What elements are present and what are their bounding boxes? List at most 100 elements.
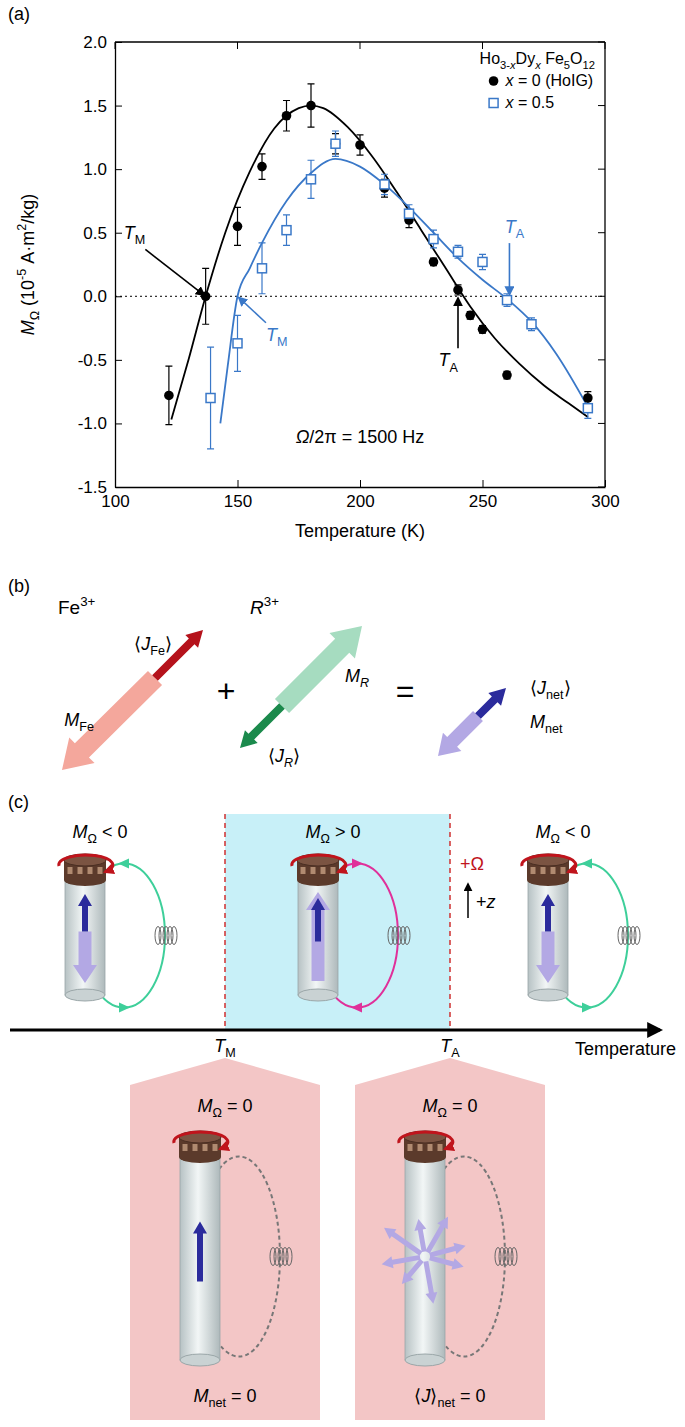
error-bar bbox=[504, 294, 511, 307]
cylinder-bottom bbox=[180, 1354, 220, 1366]
angular-momentum-arrow bbox=[78, 894, 92, 932]
text-part: z bbox=[486, 892, 496, 912]
panel-c: (c)MΩ < 0MΩ > 0MΩ < 0+Ω+zTemperatureTMMΩ… bbox=[8, 792, 676, 1420]
text-part: ⟨ bbox=[530, 678, 537, 698]
cylinder-bottom bbox=[405, 1354, 445, 1366]
annotation: TA bbox=[438, 350, 458, 374]
text-part: R bbox=[250, 597, 264, 618]
y-tick-label: -1.5 bbox=[78, 478, 107, 497]
rotation-arrow bbox=[522, 855, 576, 872]
text-part: = 0 (HoIG) bbox=[514, 72, 594, 89]
cylinder-bottom bbox=[65, 989, 105, 1001]
text-part: Fe bbox=[541, 50, 564, 67]
state-label: MΩ > 0 bbox=[306, 822, 361, 846]
panel-letter: (b) bbox=[8, 576, 30, 596]
cap-notch bbox=[213, 1144, 218, 1151]
cap-notch bbox=[301, 867, 306, 874]
state: MΩ < 0 bbox=[522, 822, 640, 1013]
annotation-arrow bbox=[457, 298, 459, 348]
operator: + bbox=[217, 673, 236, 709]
x-tick-mark-top bbox=[482, 42, 483, 49]
data-point bbox=[429, 257, 439, 267]
error-bar bbox=[259, 243, 266, 294]
magnetization-arrow bbox=[429, 1255, 463, 1269]
text-part: 3+ bbox=[264, 594, 279, 609]
text-part: M bbox=[225, 1046, 236, 1060]
text-part: Ω bbox=[438, 1106, 447, 1120]
data-point bbox=[331, 139, 340, 148]
transition-background bbox=[130, 1058, 320, 1420]
field-arrowhead bbox=[581, 859, 592, 869]
y-tick: -1.0 bbox=[78, 414, 122, 433]
data-point bbox=[583, 393, 593, 403]
pickup-coil bbox=[171, 927, 177, 945]
rotation-arrow bbox=[399, 1132, 453, 1149]
magnetization-arrow bbox=[414, 1219, 426, 1252]
y-tick-label: -0.5 bbox=[78, 351, 107, 370]
annotation-arrow bbox=[145, 249, 204, 295]
magnetization-arrow bbox=[382, 1255, 421, 1268]
y-tick-mark-right bbox=[598, 423, 605, 424]
text-part: M bbox=[193, 1386, 208, 1406]
text-part: Fe bbox=[79, 720, 94, 734]
field-arrowhead bbox=[118, 859, 129, 869]
x-axis-title: Temperature (K) bbox=[295, 521, 425, 541]
text-part: Ω bbox=[28, 311, 42, 320]
y-tick-label: 0.5 bbox=[83, 224, 107, 243]
rotation-arrow bbox=[59, 855, 113, 872]
y-axis-line bbox=[115, 43, 116, 488]
y-tick-label: 1.0 bbox=[83, 160, 107, 179]
y-tick-mark-right bbox=[598, 232, 605, 233]
data-point bbox=[164, 391, 174, 401]
error-bar bbox=[332, 131, 339, 156]
x-axis-line bbox=[116, 487, 606, 488]
error-bar bbox=[479, 254, 486, 269]
cap-notch bbox=[331, 867, 336, 874]
y-tick-label: 0.0 bbox=[83, 287, 107, 306]
text-part: 3+ bbox=[80, 594, 95, 609]
text-part: ⟨ bbox=[268, 746, 275, 766]
angular-momentum-arrow bbox=[311, 898, 325, 942]
cap-notch bbox=[428, 1144, 433, 1151]
magnetization-arrow bbox=[306, 892, 330, 981]
y-axis: -1.5-1.0-0.50.00.51.01.52.0 bbox=[78, 33, 122, 497]
text-part: ⟩ bbox=[430, 1386, 437, 1406]
data-point bbox=[527, 320, 536, 329]
x-tick-mark bbox=[360, 480, 361, 487]
text-part: ⟩ bbox=[165, 634, 172, 654]
cap-notch bbox=[551, 867, 556, 874]
panel-letter: (a) bbox=[8, 4, 30, 24]
text-part: M bbox=[18, 320, 38, 335]
cap-notch bbox=[183, 1144, 188, 1151]
cap-notch bbox=[438, 1144, 443, 1151]
text-part: A bbox=[516, 227, 525, 241]
data-point bbox=[282, 226, 291, 235]
x-tick-label: 300 bbox=[591, 492, 619, 511]
y-tick: -1.5 bbox=[78, 478, 122, 497]
legend-title: Ho3-xDyx Fe5O12 bbox=[480, 50, 595, 71]
transition-box: TMMΩ = 0Mnet = 0 bbox=[130, 1036, 320, 1420]
magnetization-arrow bbox=[423, 1261, 437, 1304]
transition-temperature: TM bbox=[214, 1036, 236, 1060]
error-bar bbox=[234, 315, 241, 371]
y-tick-label: -1.0 bbox=[78, 414, 107, 433]
text-part: R bbox=[284, 756, 293, 770]
j-label: ⟨JFe⟩ bbox=[134, 634, 172, 658]
data-point bbox=[583, 404, 592, 413]
data-point bbox=[307, 175, 316, 184]
data-point bbox=[258, 264, 267, 273]
text-part: M bbox=[64, 710, 79, 730]
magnetic-moment-arrow bbox=[62, 671, 162, 770]
y-tick: 2.0 bbox=[83, 33, 122, 52]
magnetic-moment-arrow bbox=[438, 711, 483, 756]
x-axis: 100150200250300 bbox=[101, 480, 619, 511]
text-part: = 0 bbox=[222, 1096, 253, 1116]
x-tick-mark-top bbox=[605, 42, 606, 49]
text-part: O bbox=[570, 50, 582, 67]
x-tick: 250 bbox=[469, 480, 497, 511]
boundary-line bbox=[224, 814, 226, 1030]
legend: Ho3-xDyx Fe5O12x = 0 (HoIG)x = 0.5 bbox=[480, 50, 595, 111]
cylinder-bottom bbox=[298, 989, 338, 1001]
axis-label: Temperature bbox=[575, 1039, 676, 1059]
text-part: > 0 bbox=[330, 822, 361, 842]
